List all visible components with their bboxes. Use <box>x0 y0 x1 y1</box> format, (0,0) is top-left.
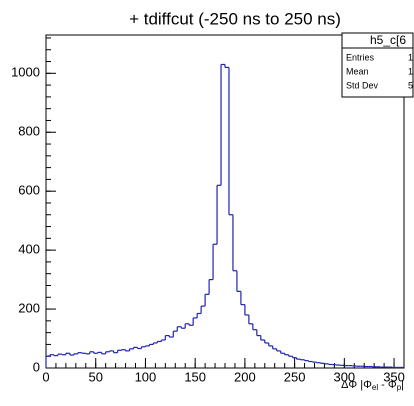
x-axis-label: ΔΦ |Φel - Φp| <box>341 379 404 392</box>
x-label-part: p <box>397 383 402 392</box>
x-label-part: el <box>372 383 378 392</box>
x-label-part: - Φ <box>378 379 397 391</box>
y-tick-label: 600 <box>18 183 40 198</box>
y-tick-label: 0 <box>33 359 40 374</box>
stats-box: h5_c[6 <box>341 32 414 98</box>
stats-label: Std Dev <box>346 80 379 90</box>
x-tick-label: 50 <box>88 369 102 384</box>
stats-label: Mean <box>346 66 369 76</box>
x-tick-label: 300 <box>333 369 355 384</box>
stats-title: h5_c[6 <box>370 33 406 47</box>
x-tick-label: 150 <box>184 369 206 384</box>
stats-frame <box>341 32 414 98</box>
stats-label: Entries <box>346 52 375 62</box>
x-label-part: ΔΦ |Φ <box>341 379 372 391</box>
stats-value: 1 <box>408 66 413 76</box>
x-tick-label: 100 <box>135 369 157 384</box>
stats-value: 5 <box>408 80 413 90</box>
x-tick-label: 200 <box>234 369 256 384</box>
x-tick-label: 250 <box>284 369 306 384</box>
y-tick-label: 800 <box>18 124 40 139</box>
chart-title: + tdiffcut (-250 ns to 250 ns) <box>129 9 341 28</box>
y-tick-label: 1000 <box>11 65 40 80</box>
x-tick-label: 350 <box>383 369 405 384</box>
stats-value: 1 <box>408 52 413 62</box>
x-label-part: | <box>401 379 404 391</box>
x-tick-label: 0 <box>42 369 49 384</box>
y-tick-label: 400 <box>18 242 40 257</box>
y-tick-label: 200 <box>18 300 40 315</box>
